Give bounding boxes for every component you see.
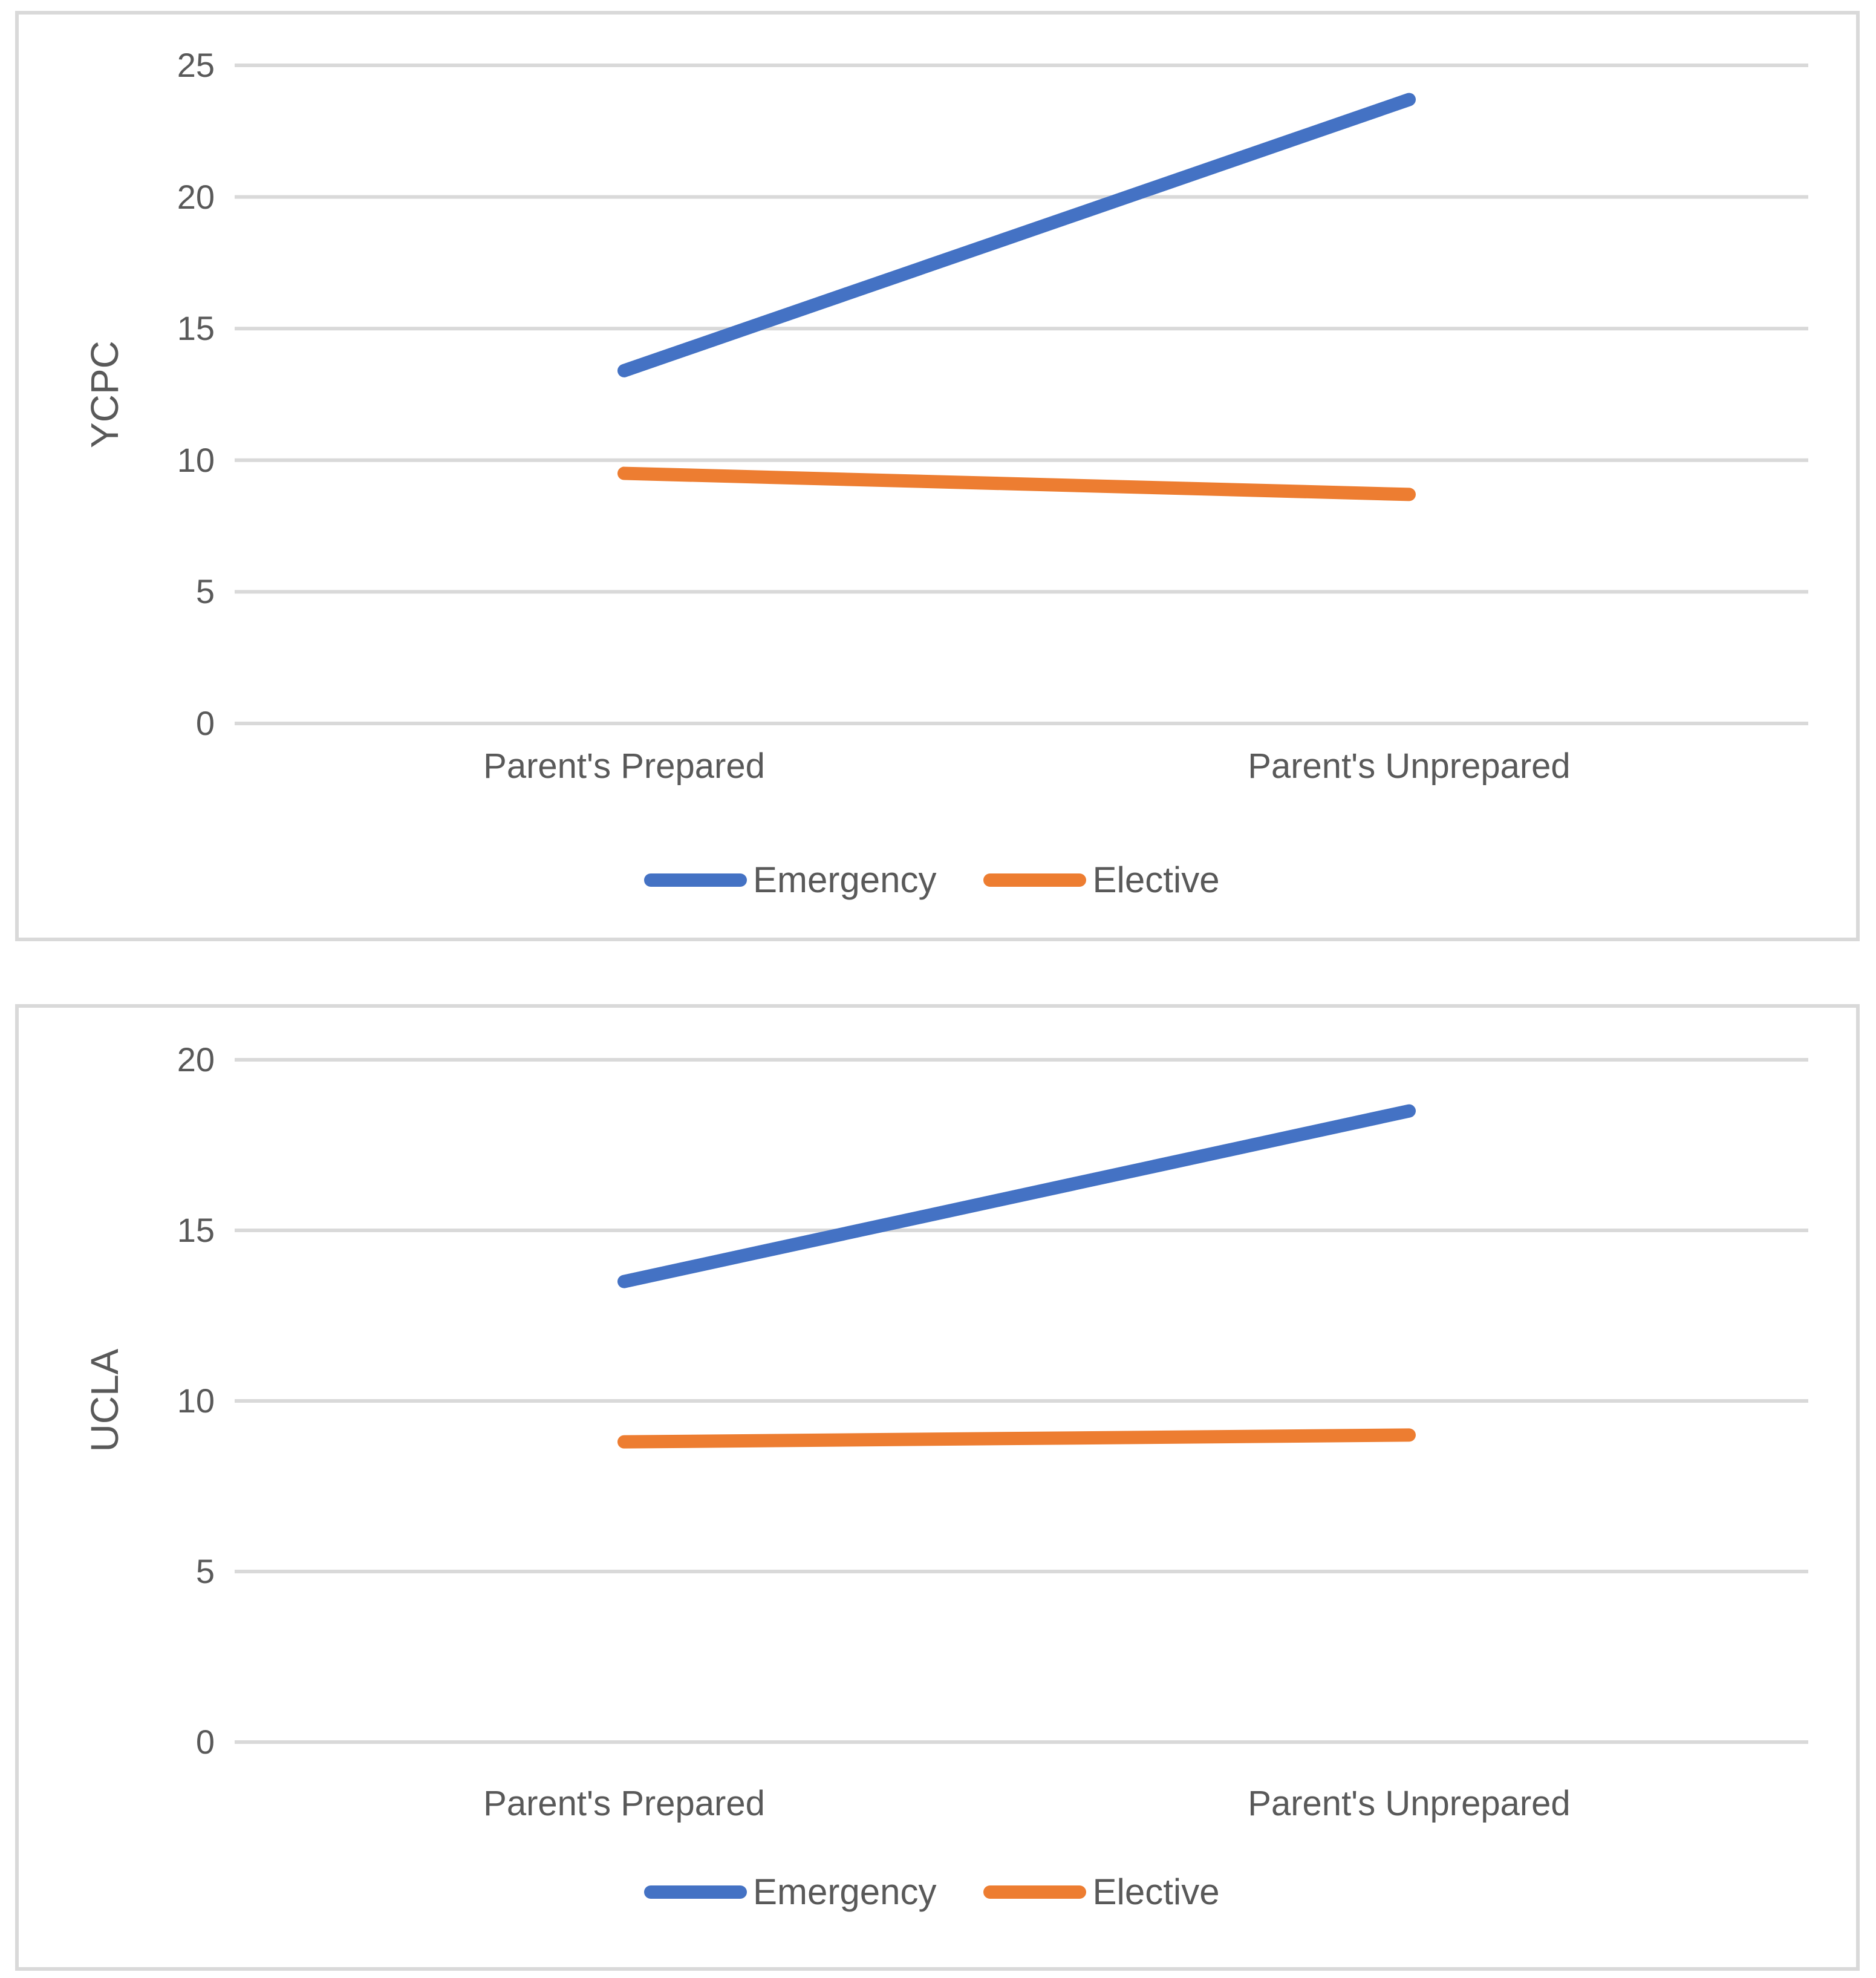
legend-swatch-elective xyxy=(983,1885,1087,1899)
legend-item-emergency: Emergency xyxy=(644,1870,936,1914)
legend-swatch-emergency xyxy=(644,873,747,887)
y-tick-label-20: 20 xyxy=(177,177,215,216)
x-category-label-0: Parent's Prepared xyxy=(483,1784,765,1823)
legend-swatch-elective xyxy=(983,873,1087,887)
y-tick-label-15: 15 xyxy=(177,1211,215,1249)
elective-series-line xyxy=(617,1428,1416,1449)
legend: Emergency Elective xyxy=(644,858,1220,903)
legend: Emergency Elective xyxy=(644,1870,1220,1914)
legend-item-elective: Elective xyxy=(983,1870,1220,1914)
legend-label: Emergency xyxy=(753,860,937,900)
x-category-label-1: Parent's Unprepared xyxy=(1248,746,1571,786)
chart-container-ycpc: 0 5 10 15 20 25 YCPC Parent's Prepared Parent's … xyxy=(15,11,1860,941)
y-tick-label-0: 0 xyxy=(195,1723,215,1761)
emergency-series-line xyxy=(617,93,1416,377)
chart-plot-area xyxy=(15,1004,1860,1971)
chart-container-ucla: 0 5 10 15 20 UCLA Parent's Prepared Parent's Un… xyxy=(15,1004,1860,1971)
y-tick-label-10: 10 xyxy=(177,440,215,479)
y-axis-title: YCPC xyxy=(83,341,126,448)
chart-plot-area xyxy=(15,11,1860,941)
legend-label: Emergency xyxy=(753,1872,937,1912)
legend-swatch-emergency xyxy=(644,1885,747,1899)
x-category-label-1: Parent's Unprepared xyxy=(1248,1784,1571,1823)
y-tick-label-5: 5 xyxy=(195,1552,215,1590)
legend-label: Elective xyxy=(1092,860,1220,900)
legend-item-elective: Elective xyxy=(983,858,1220,903)
y-tick-label-15: 15 xyxy=(177,309,215,348)
y-tick-label-0: 0 xyxy=(195,704,215,742)
chart-border xyxy=(15,11,1860,941)
y-tick-label-25: 25 xyxy=(177,46,215,84)
y-axis-title: UCLA xyxy=(83,1348,126,1452)
y-tick-label-5: 5 xyxy=(195,572,215,611)
emergency-series-line xyxy=(617,1104,1416,1288)
x-category-label-0: Parent's Prepared xyxy=(483,746,765,786)
y-tick-label-20: 20 xyxy=(177,1040,215,1079)
chart-border xyxy=(15,1004,1860,1971)
y-tick-label-10: 10 xyxy=(177,1382,215,1420)
legend-label: Elective xyxy=(1092,1872,1220,1912)
legend-item-emergency: Emergency xyxy=(644,858,936,903)
elective-series-line xyxy=(617,466,1416,501)
